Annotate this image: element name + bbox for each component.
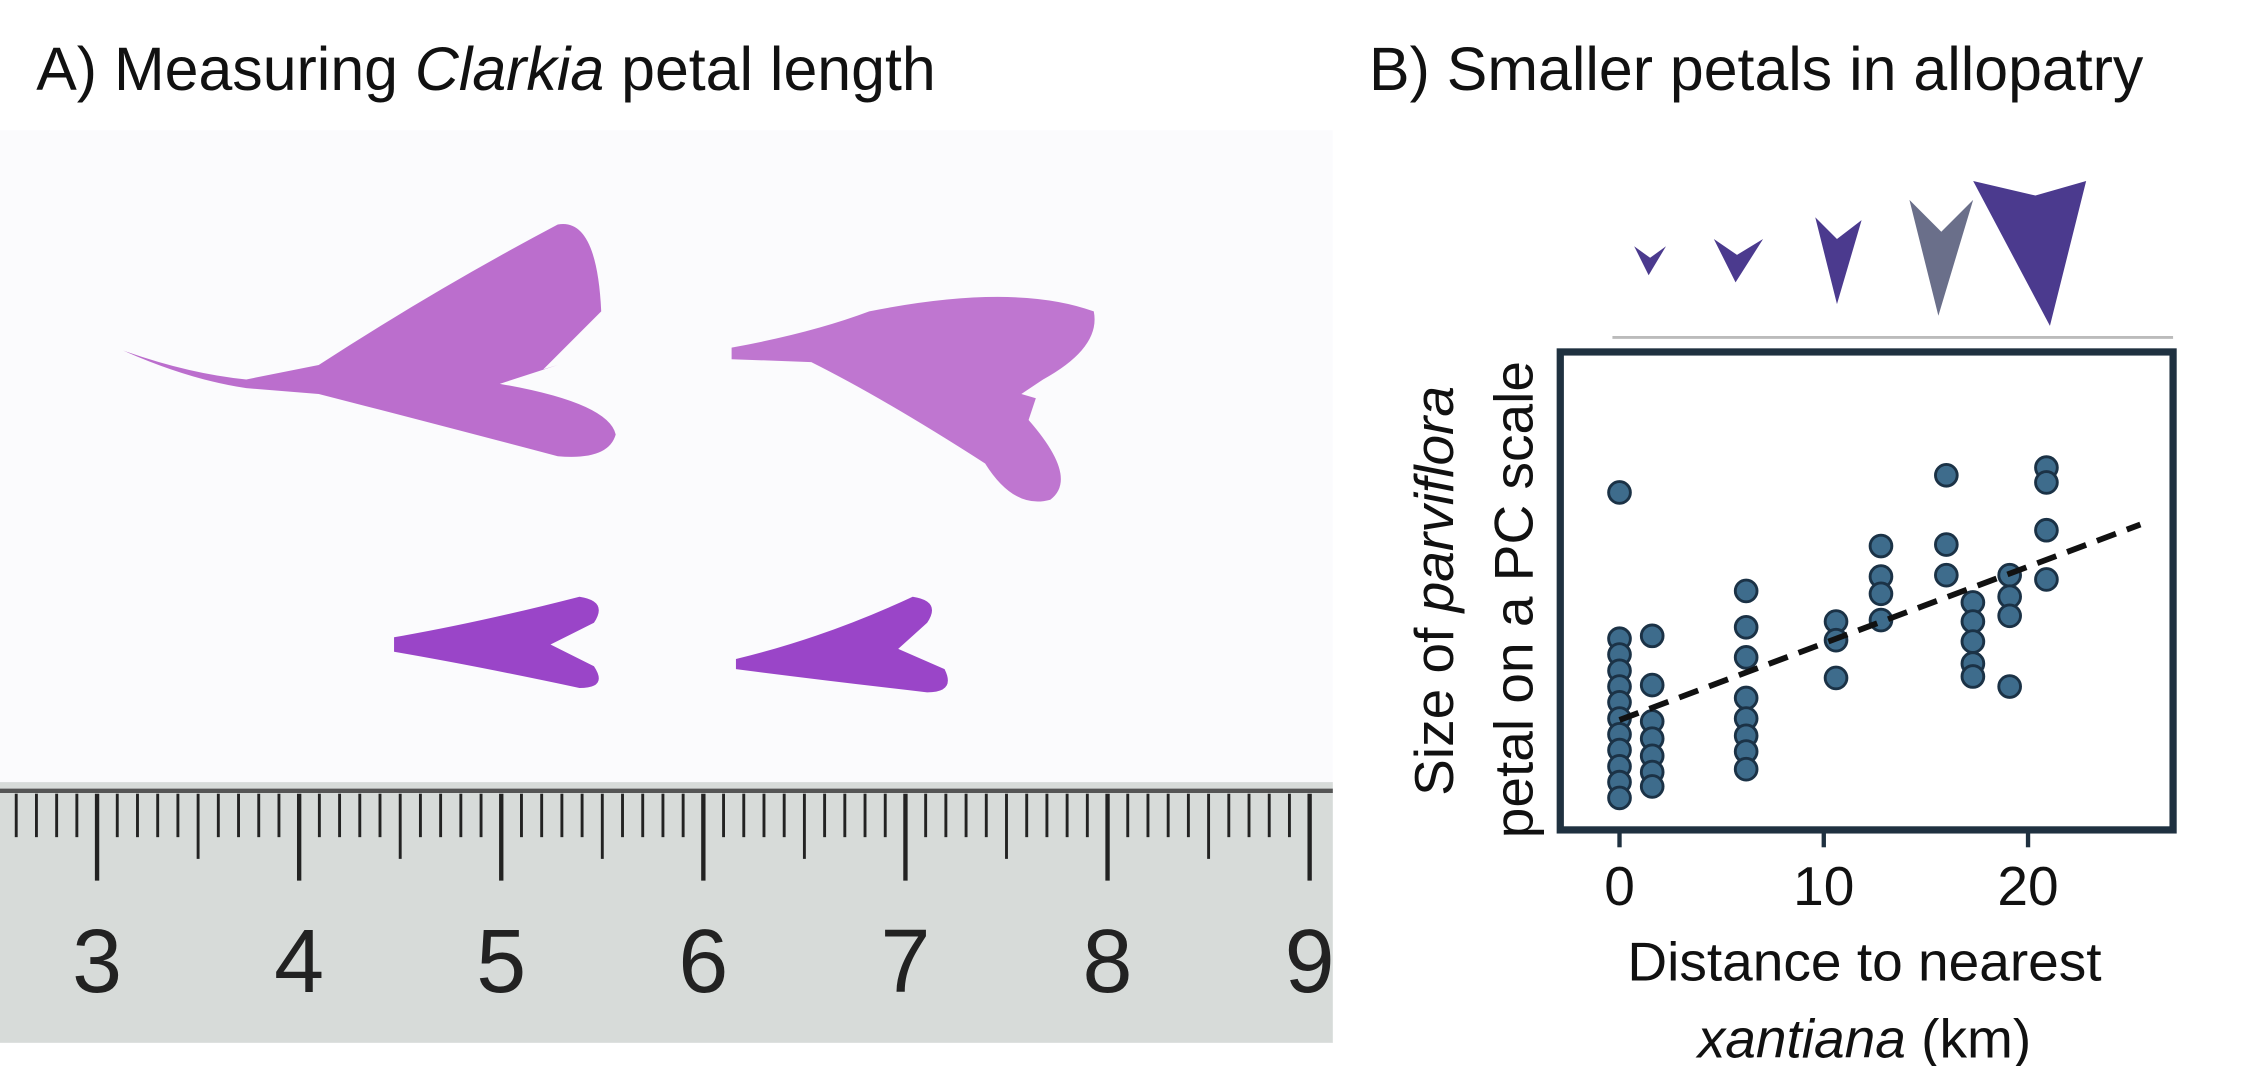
ruler-label: 6 bbox=[678, 912, 728, 1012]
petal-icon bbox=[1815, 217, 1862, 305]
title-part: A) Measuring bbox=[36, 35, 415, 103]
point bbox=[2034, 470, 2059, 495]
point bbox=[1868, 533, 1894, 559]
point bbox=[1733, 645, 1759, 670]
label-part: Size of bbox=[1403, 612, 1465, 796]
ruler-label: 8 bbox=[1083, 912, 1133, 1012]
petal bbox=[731, 296, 1095, 502]
ruler-label: 7 bbox=[880, 912, 930, 1012]
plot-frame bbox=[1556, 348, 2177, 834]
point bbox=[1960, 664, 1986, 689]
petal-strip bbox=[1612, 181, 2174, 339]
ruler-label: 4 bbox=[274, 912, 324, 1012]
point bbox=[1733, 756, 1759, 782]
ruler-label: 5 bbox=[476, 912, 526, 1012]
point bbox=[1934, 532, 1959, 557]
label-part: parviflora bbox=[1403, 386, 1465, 614]
y-axis-label: Size of parviflora bbox=[1403, 386, 1465, 796]
label-part: (km) bbox=[1906, 1007, 2031, 1066]
point bbox=[1607, 785, 1632, 811]
y-axis-label: petal on a PC scale bbox=[1483, 361, 1545, 838]
petal-icon bbox=[1973, 181, 2087, 326]
point bbox=[1639, 774, 1665, 799]
petal-photo bbox=[0, 130, 1333, 797]
point bbox=[1733, 578, 1759, 604]
point bbox=[2034, 567, 2059, 592]
ruler-label: 9 bbox=[1285, 912, 1335, 1012]
point bbox=[1960, 609, 1986, 634]
point bbox=[1960, 629, 1986, 654]
petal bbox=[123, 223, 616, 457]
point bbox=[1607, 480, 1632, 505]
panel-a-title: A) Measuring Clarkia petal length bbox=[36, 35, 935, 103]
point bbox=[1639, 623, 1665, 649]
point bbox=[1997, 603, 2022, 629]
chart-title: B) Smaller petals in allopatry bbox=[1369, 35, 2144, 103]
point bbox=[1934, 562, 1959, 588]
x-tick-label: 10 bbox=[1793, 855, 1854, 917]
petal-icon bbox=[1634, 246, 1667, 276]
point bbox=[1733, 685, 1759, 711]
photo-background bbox=[0, 130, 1333, 797]
trend-line bbox=[1618, 521, 2142, 723]
point bbox=[1868, 581, 1894, 607]
ruler: 3 4 5 6 7 8 9 bbox=[0, 782, 1335, 1043]
label-part: xantiana bbox=[1695, 1007, 1906, 1066]
point bbox=[1934, 462, 1959, 488]
point bbox=[2034, 517, 2059, 543]
plot-area: 0 10 20 bbox=[1604, 455, 2142, 917]
title-part: petal length bbox=[604, 35, 935, 103]
petal-icon bbox=[1909, 199, 1974, 316]
petal bbox=[735, 596, 948, 693]
petal bbox=[394, 596, 599, 688]
x-tick-label: 0 bbox=[1604, 855, 1635, 917]
x-axis-label: xantiana (km) bbox=[1695, 1007, 2031, 1066]
point bbox=[1639, 672, 1665, 698]
x-tick-label: 20 bbox=[1997, 855, 2058, 917]
petal-icon bbox=[1713, 238, 1764, 283]
title-part: Clarkia bbox=[415, 35, 604, 103]
point bbox=[1823, 665, 1849, 691]
x-axis-label: Distance to nearest bbox=[1627, 931, 2101, 993]
point bbox=[1997, 674, 2022, 699]
ruler-label: 3 bbox=[72, 912, 122, 1012]
ruler-body bbox=[0, 782, 1333, 1043]
point bbox=[1733, 614, 1759, 640]
